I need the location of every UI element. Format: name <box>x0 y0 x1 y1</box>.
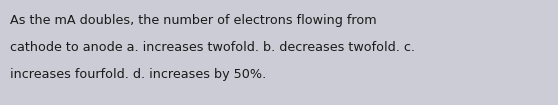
Text: cathode to anode a. increases twofold. b. decreases twofold. c.: cathode to anode a. increases twofold. b… <box>10 41 415 54</box>
Text: As the mA doubles, the number of electrons flowing from: As the mA doubles, the number of electro… <box>10 14 377 27</box>
Text: increases fourfold. d. increases by 50%.: increases fourfold. d. increases by 50%. <box>10 68 266 81</box>
